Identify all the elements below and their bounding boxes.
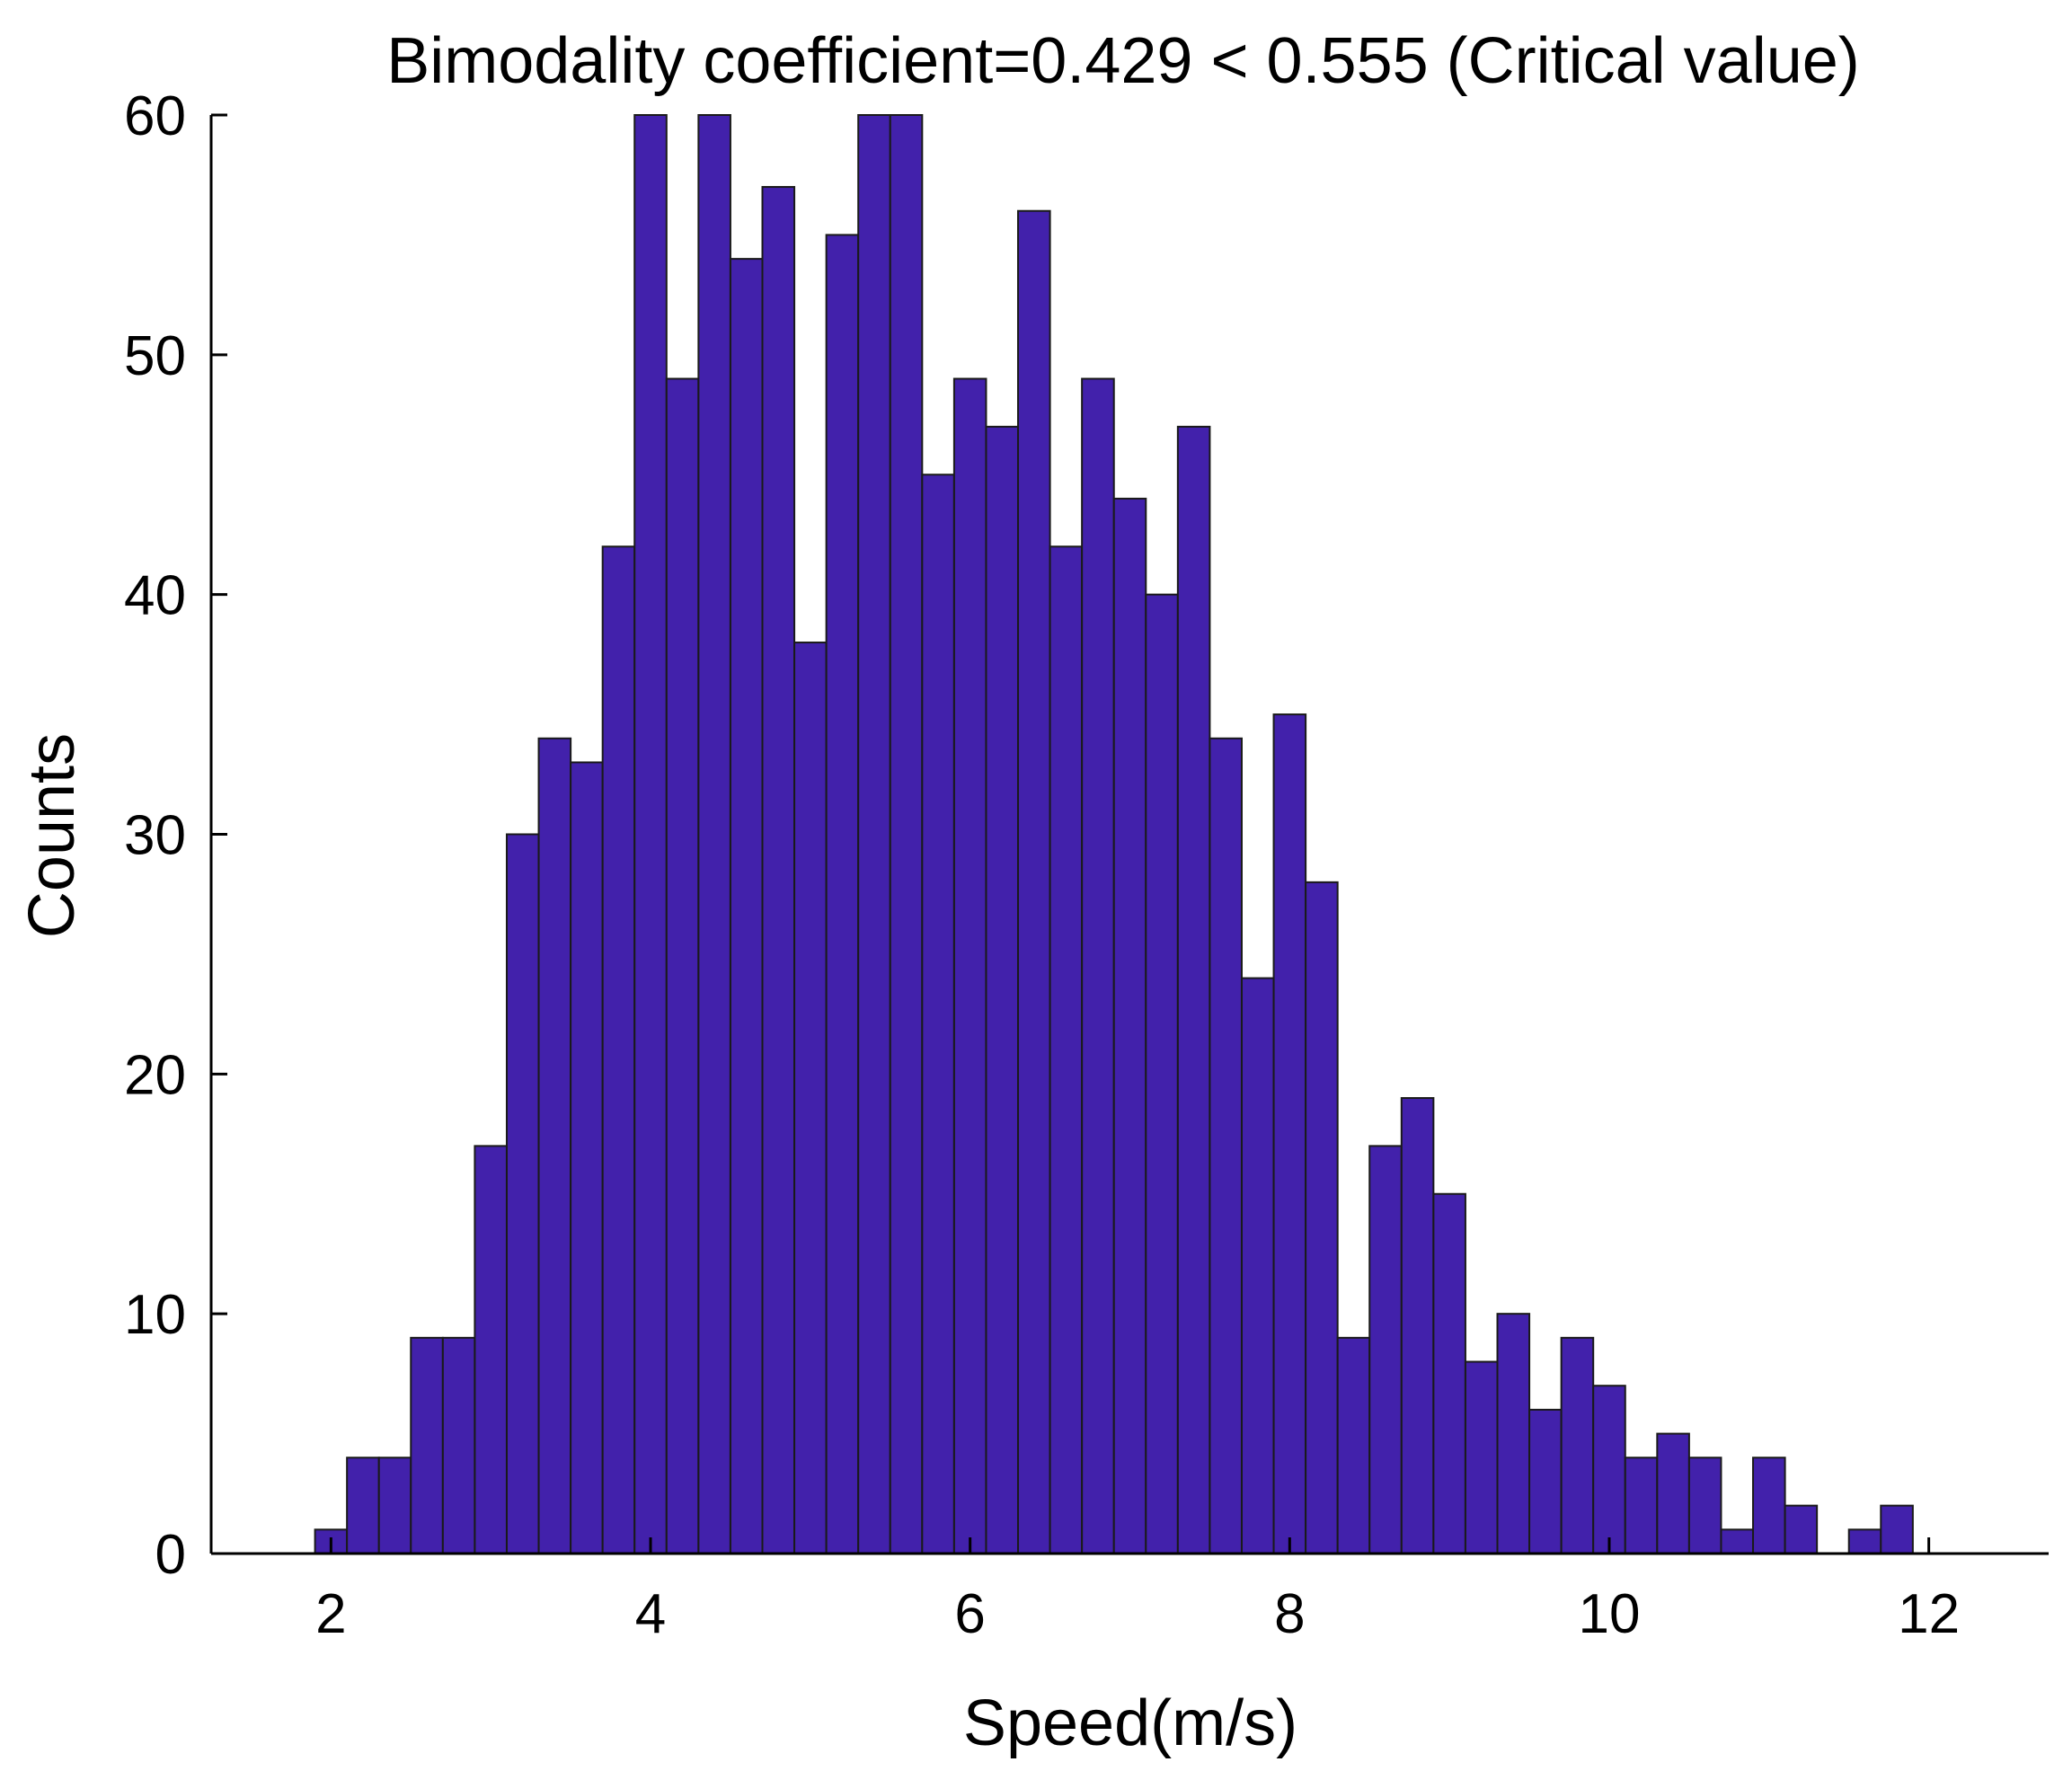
x-axis-label: Speed(m/s) — [963, 1687, 1297, 1759]
histogram-bar — [985, 425, 1020, 1555]
histogram-bar — [1752, 1457, 1786, 1555]
y-axis-label: Counts — [16, 733, 88, 938]
histogram-bar — [505, 833, 540, 1554]
histogram-bar — [1432, 1192, 1466, 1554]
chart-title: Bimodality coefficient=0.429 < 0.555 (Cr… — [386, 25, 1860, 97]
x-tick-label: 2 — [315, 1583, 346, 1645]
histogram-bar — [537, 737, 572, 1554]
x-tick-label: 12 — [1898, 1583, 1960, 1645]
y-tick-label: 40 — [124, 565, 186, 627]
x-tick-label: 8 — [1274, 1583, 1305, 1645]
histogram-bar — [1656, 1432, 1690, 1555]
histogram-bar — [889, 114, 924, 1554]
x-tick-label: 10 — [1578, 1583, 1640, 1645]
histogram-bar — [1496, 1313, 1531, 1554]
histogram-bar — [1784, 1504, 1819, 1554]
histogram-bar — [857, 114, 891, 1554]
histogram-bar — [1624, 1457, 1659, 1555]
histogram-bar — [1209, 737, 1243, 1554]
histogram-bar — [1464, 1360, 1499, 1554]
histogram-bar — [377, 1457, 412, 1555]
y-tick-label: 20 — [124, 1044, 186, 1106]
histogram-bar — [1368, 1145, 1403, 1554]
histogram-bar — [1528, 1408, 1563, 1555]
histogram-bar — [1336, 1336, 1371, 1554]
bars-group — [314, 114, 1914, 1555]
x-tick-label: 4 — [635, 1583, 666, 1645]
histogram-bar — [921, 474, 955, 1554]
histogram-bar — [1145, 593, 1179, 1555]
histogram-bar — [601, 545, 636, 1554]
histogram-bar — [1176, 425, 1211, 1555]
histogram-bar — [1112, 497, 1147, 1554]
y-tick-label: 30 — [124, 805, 186, 867]
histogram-bar — [346, 1457, 380, 1555]
histogram-bar — [1720, 1528, 1755, 1554]
histogram-bar — [793, 642, 828, 1554]
y-ticks-group: 0 10 20 30 40 50 60 — [124, 85, 227, 1586]
histogram-bar — [825, 234, 860, 1555]
histogram-bar — [570, 761, 604, 1554]
histogram-bar — [1687, 1457, 1722, 1555]
y-tick-label: 0 — [155, 1524, 186, 1586]
y-tick-label: 10 — [124, 1284, 186, 1346]
histogram-bar — [1560, 1336, 1595, 1554]
histogram-bar — [1272, 713, 1307, 1554]
histogram-bar — [1847, 1528, 1882, 1554]
histogram-bar — [474, 1145, 508, 1554]
histogram-bar — [410, 1336, 444, 1554]
y-tick-label: 50 — [124, 325, 186, 387]
histogram-bar — [1240, 977, 1275, 1554]
histogram-bar — [633, 114, 668, 1554]
histogram-bar — [1017, 209, 1051, 1555]
histogram-bar — [1305, 881, 1339, 1554]
histogram-bar — [1081, 377, 1115, 1554]
y-tick-label: 60 — [124, 85, 186, 147]
histogram-bar — [1400, 1097, 1435, 1555]
histogram-bar — [1592, 1385, 1626, 1555]
histogram-bar — [1880, 1504, 1914, 1554]
histogram-bar — [665, 377, 700, 1554]
histogram-bar — [697, 114, 731, 1554]
histogram-bar — [761, 186, 796, 1554]
histogram-bar — [952, 377, 987, 1554]
histogram-bar — [729, 258, 764, 1555]
x-ticks-group: 2 4 6 8 10 12 — [315, 1537, 1960, 1645]
x-tick-label: 6 — [954, 1583, 985, 1645]
histogram-bar — [1049, 545, 1084, 1554]
histogram-bar — [441, 1336, 476, 1554]
